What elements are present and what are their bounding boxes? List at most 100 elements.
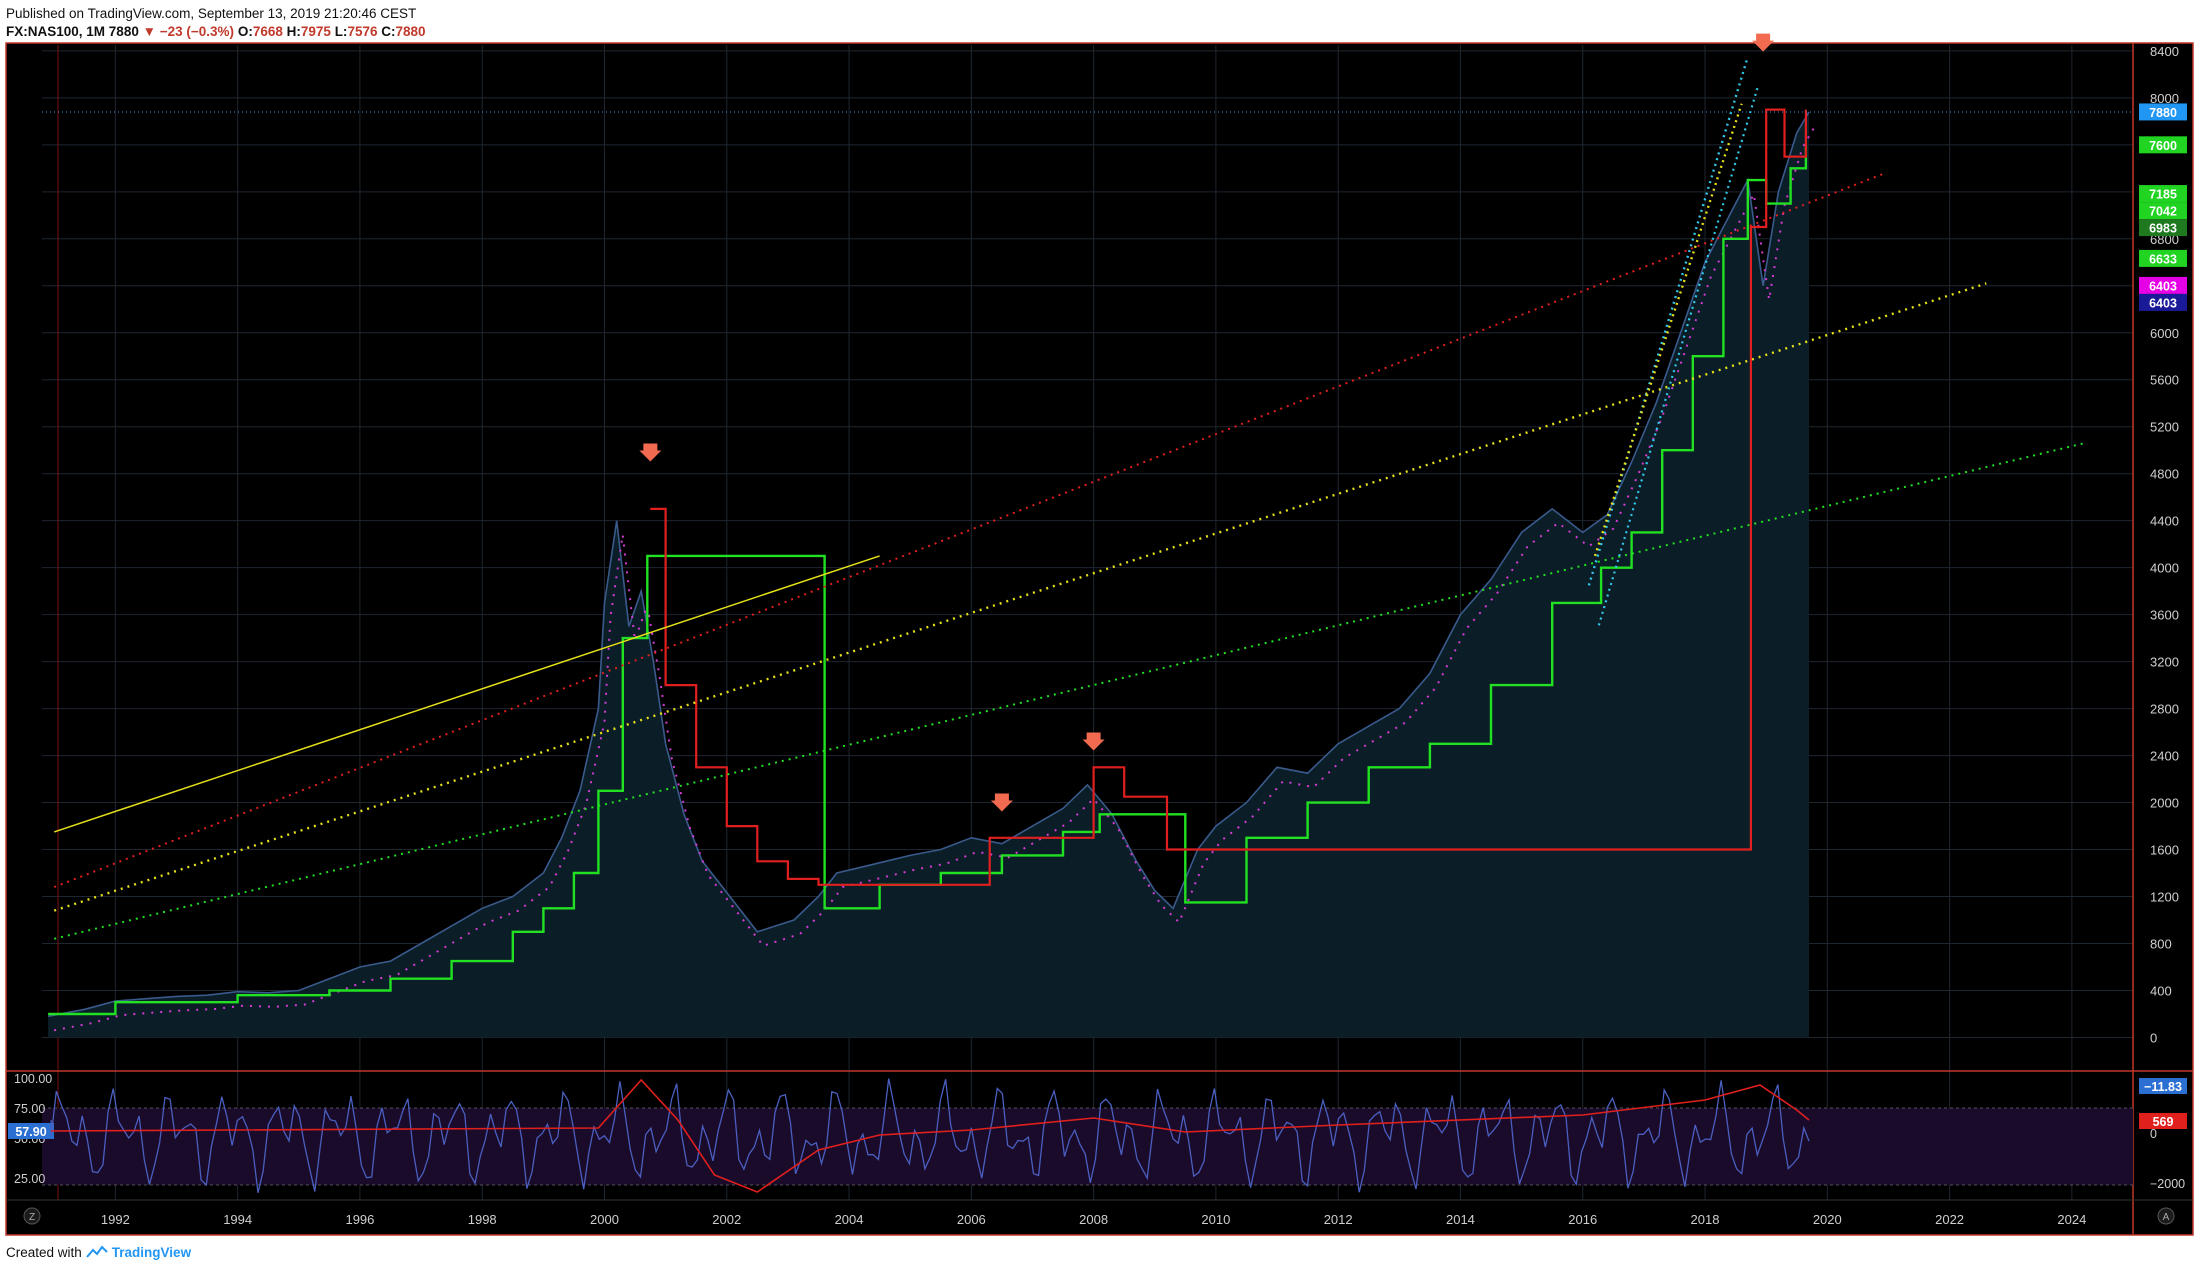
- arrow-down-icon: [990, 793, 1013, 812]
- series-trend-red-dotted: [53, 173, 1883, 889]
- x-tick-label: 2014: [1446, 1212, 1475, 1227]
- osc-right-label-box: [2139, 1113, 2187, 1129]
- y-tick-label: 2800: [2150, 702, 2179, 717]
- x-tick-label: 1992: [101, 1212, 130, 1227]
- x-tick-label: 1998: [468, 1212, 497, 1227]
- axes: 0 400 800 1200 1600 2000 2400 2800 3200 3600 4000 4…: [42, 44, 2187, 1227]
- x-tick-label: 2012: [1324, 1212, 1353, 1227]
- series-trend-yellow-dotted: [53, 282, 1987, 912]
- price-label-text: 7880: [2149, 106, 2177, 120]
- auto-a-icon: [2157, 1207, 2175, 1225]
- osc-right-label-box: [2139, 1078, 2187, 1094]
- x-tick-label: 2020: [1813, 1212, 1842, 1227]
- last-price: 7880: [108, 24, 139, 39]
- x-tick-label: 2008: [1079, 1212, 1108, 1227]
- price-label-box: [2139, 136, 2187, 154]
- y-tick-label: 6000: [2150, 326, 2179, 341]
- osc-left-tick: 100.00: [14, 1072, 52, 1086]
- x-tick-label: 1994: [223, 1212, 252, 1227]
- y-tick-label: 1600: [2150, 843, 2179, 858]
- x-tick-label: 2002: [712, 1212, 741, 1227]
- price-label-text: 6983: [2149, 222, 2177, 236]
- x-tick-label: 2022: [1935, 1212, 1964, 1227]
- price-label-box: [2139, 276, 2187, 294]
- y-tick-label: 800: [2150, 937, 2172, 952]
- oscillator-blue-line: [50, 1078, 1810, 1193]
- price-area: [48, 111, 1810, 1038]
- low-value: 7576: [347, 24, 378, 39]
- y-tick-label: 4800: [2150, 467, 2179, 482]
- series-channel-cyan-dotted: [1587, 56, 1749, 586]
- oscillator-pane: 100.0075.0050.0025.0057.900−2000−11.8356…: [8, 1072, 2187, 1225]
- open-key: O:: [237, 24, 253, 39]
- arrow-down-icon: [1752, 33, 1775, 52]
- arrow-down-icon: [1082, 732, 1105, 751]
- close-value: 7880: [395, 24, 426, 39]
- price-label-box: [2139, 293, 2187, 311]
- price-fill: [48, 111, 1810, 1038]
- published-info: Published on TradingView.com, September …: [6, 6, 417, 21]
- y-tick-label: 400: [2150, 983, 2172, 998]
- osc-right-label: −11.83: [2144, 1080, 2182, 1094]
- high-value: 7975: [300, 24, 331, 39]
- price-label-box: [2139, 103, 2187, 121]
- high-key: H:: [286, 24, 301, 39]
- osc-left-label: 57.90: [15, 1125, 46, 1139]
- price-label-box: [2139, 202, 2187, 220]
- osc-left-tick: 75.00: [14, 1102, 45, 1116]
- osc-right-tick: −2000: [2150, 1177, 2185, 1191]
- zoom-z-glyph: Z: [29, 1212, 35, 1223]
- oscillator-band: [42, 1108, 2133, 1185]
- y-tick-label: 4400: [2150, 514, 2179, 529]
- y-tick-label: 2000: [2150, 796, 2179, 811]
- y-tick-label: 3200: [2150, 655, 2179, 670]
- series-trend-green-dotted: [53, 442, 2085, 940]
- x-tick-label: 2016: [1568, 1212, 1597, 1227]
- price-label-box: [2139, 185, 2187, 203]
- tradingview-logo-icon: [86, 1245, 108, 1258]
- auto-a-glyph: A: [2163, 1212, 2170, 1223]
- price-label-text: 6403: [2149, 279, 2177, 293]
- x-tick-label: 2004: [835, 1212, 864, 1227]
- price-label-text: 7185: [2149, 188, 2177, 202]
- osc-left-label-box: [8, 1123, 54, 1139]
- x-tick-label: 2024: [2057, 1212, 2086, 1227]
- price-label-box: [2139, 219, 2187, 237]
- price-label-text: 6403: [2149, 296, 2177, 310]
- x-tick-label: 2000: [590, 1212, 619, 1227]
- osc-left-tick: 25.00: [14, 1172, 45, 1186]
- series-red-step: [650, 108, 1807, 886]
- symbol-ohlc-line: FX:NAS100, 1M 7880 ▼ −23 (−0.3%) O:7668 …: [6, 24, 426, 39]
- series-green-step: [48, 144, 1808, 1016]
- chart-header: Published on TradingView.com, September …: [6, 4, 2186, 40]
- series-trend-yellow-solid: [53, 555, 880, 833]
- x-tick-label: 2006: [957, 1212, 986, 1227]
- arrow-down-icon: ▼: [142, 24, 156, 39]
- annotation-marks: [639, 33, 1775, 812]
- chart-frame: [5, 42, 2194, 1236]
- y-tick-label: 8400: [2150, 44, 2179, 59]
- series-channel-yellow-dotted: [1593, 103, 1743, 557]
- y-tick-label: 4000: [2150, 561, 2179, 576]
- osc-right-label: 569: [2153, 1115, 2174, 1129]
- price-label-text: 7600: [2149, 139, 2177, 153]
- x-tick-label: 1996: [345, 1212, 374, 1227]
- price-change: −23 (−0.3%): [159, 24, 235, 39]
- open-value: 7668: [252, 24, 283, 39]
- price-series-line: [47, 111, 1810, 1018]
- y-tick-label: 2400: [2150, 749, 2179, 764]
- osc-right-tick: 0: [2150, 1127, 2157, 1141]
- y-tick-label: 0: [2150, 1030, 2157, 1045]
- x-tick-label: 2010: [1201, 1212, 1230, 1227]
- price-label-box: [2139, 249, 2187, 267]
- arrow-down-icon: [639, 443, 662, 462]
- price-label-text: 7042: [2149, 205, 2177, 219]
- y-tick-label: 3600: [2150, 608, 2179, 623]
- close-key: C:: [381, 24, 396, 39]
- footer: Created with TradingView: [6, 1240, 191, 1264]
- zoom-z-icon: [23, 1207, 41, 1225]
- low-key: L:: [334, 24, 348, 39]
- y-tick-label: 5200: [2150, 420, 2179, 435]
- tradingview-brand[interactable]: TradingView: [111, 1244, 192, 1260]
